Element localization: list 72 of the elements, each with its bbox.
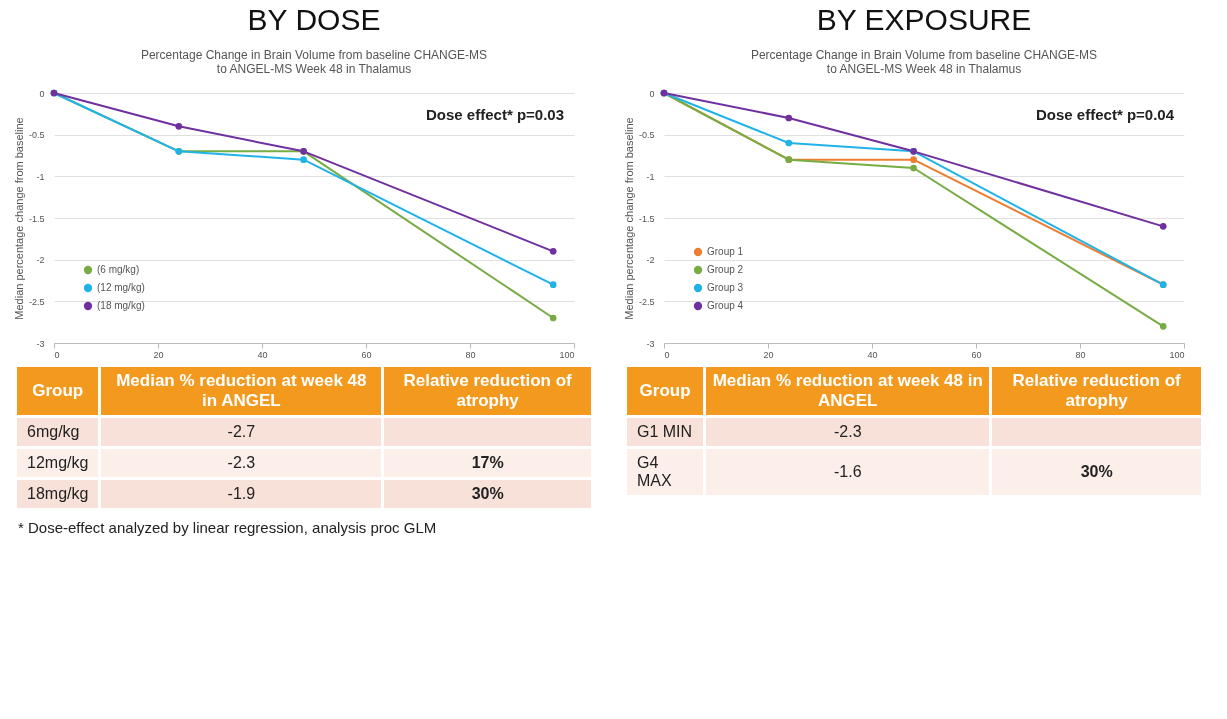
x-tick-label: 40 [257,349,268,360]
chart-subtitle: Percentage Change in Brain Volume from baseline CHANGE-MS to ANGEL-MS Week 48 in Thalamus [140,48,488,76]
text: -1.6 [706,449,990,495]
point [549,281,557,289]
legend-label: Group 1 [707,246,744,257]
point [175,122,183,130]
y-tick-label: -3 [646,338,655,349]
x-tick-label: 80 [1075,349,1086,360]
annotation: Dose effect* p=0.04 [1036,106,1175,123]
point [1159,222,1167,230]
y-tick-label: -0.5 [28,130,45,141]
chart-title: BY DOSE [247,3,381,36]
point [785,114,793,122]
chart-title: BY EXPOSURE [816,3,1032,36]
legend-label: (12 mg/kg) [97,282,145,293]
x-tick-label: 20 [153,349,164,360]
y-tick-label: -2 [646,255,655,266]
legend-label: Group 4 [707,300,744,311]
y-tick-label: -1.5 [28,213,45,224]
y-tick-label: -1.5 [638,213,655,224]
y-tick-label: -3 [36,338,45,349]
x-tick-label: 60 [361,349,372,360]
point [910,156,917,164]
legend-label: Group 3 [707,282,744,293]
annotation: Dose effect* p=0.03 [426,106,564,123]
legend-label: (6 mg/kg) [97,264,140,275]
x-tick-label: 0 [664,349,670,360]
text: Relative reduction of atrophy [992,367,1201,415]
x-tick-label: 40 [867,349,878,360]
y-tick-label: -2.5 [638,296,655,307]
text: G1 MIN [627,418,704,446]
text: Median % reduction at week 48 in ANGEL [706,367,990,415]
y-tick-label: -1 [36,171,45,182]
chart-subtitle: Percentage Change in Brain Volume from baseline CHANGE-MS to ANGEL-MS Week 48 in Thalamus [750,48,1098,76]
legend-label: Group 2 [707,264,744,275]
x-tick-label: 100 [559,349,575,360]
x-tick-label: 80 [465,349,476,360]
point [549,314,557,322]
text: Median % reduction at week 48 in ANGEL [101,367,382,415]
text: * Dose-effect analyzed by linear regression, analysis proc GLM [18,519,438,536]
point [549,247,557,255]
y-tick-label: -1 [646,171,655,182]
y-axis-title: Median percentage change from baseline [622,117,635,320]
y-axis-title: Median percentage change from baseline [12,117,25,320]
y-tick-label: 0 [39,88,45,99]
x-tick-label: 100 [1169,349,1185,360]
text: 17% [384,449,591,477]
text: G4 MAX [627,449,704,495]
text: 6mg/kg [17,418,99,446]
text: Group [17,367,99,415]
text: Group [627,367,704,415]
text: 30% [384,480,591,508]
point [300,156,307,164]
legend-label: (18 mg/kg) [97,300,145,311]
y-tick-label: 0 [649,88,655,99]
text: 30% [992,449,1201,495]
point [910,164,917,172]
point [1159,322,1167,330]
text: -2.7 [101,418,382,446]
text: Relative reduction of atrophy [384,367,591,415]
x-tick-label: 0 [54,349,60,360]
text: -2.3 [706,418,990,446]
text: -2.3 [101,449,382,477]
point [785,139,793,147]
text: 12mg/kg [17,449,99,477]
text: -1.9 [101,480,382,508]
x-tick-label: 20 [763,349,774,360]
x-tick-label: 60 [971,349,982,360]
y-tick-label: -2.5 [28,296,45,307]
y-tick-label: -2 [36,255,45,266]
text: 18mg/kg [17,480,99,508]
y-tick-label: -0.5 [638,130,655,141]
